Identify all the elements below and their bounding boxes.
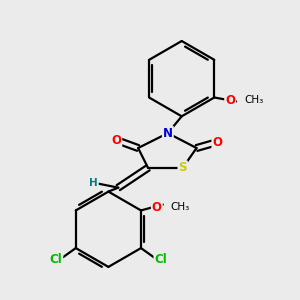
Text: H: H	[89, 178, 98, 188]
Text: S: S	[178, 161, 187, 174]
Text: Cl: Cl	[50, 254, 62, 266]
Text: CH₃: CH₃	[171, 202, 190, 212]
Text: CH₃: CH₃	[244, 95, 263, 106]
Text: Cl: Cl	[154, 254, 167, 266]
Text: N: N	[163, 127, 173, 140]
Text: O: O	[212, 136, 222, 148]
Text: O: O	[111, 134, 121, 147]
Text: O: O	[225, 94, 235, 107]
Text: O: O	[152, 201, 162, 214]
